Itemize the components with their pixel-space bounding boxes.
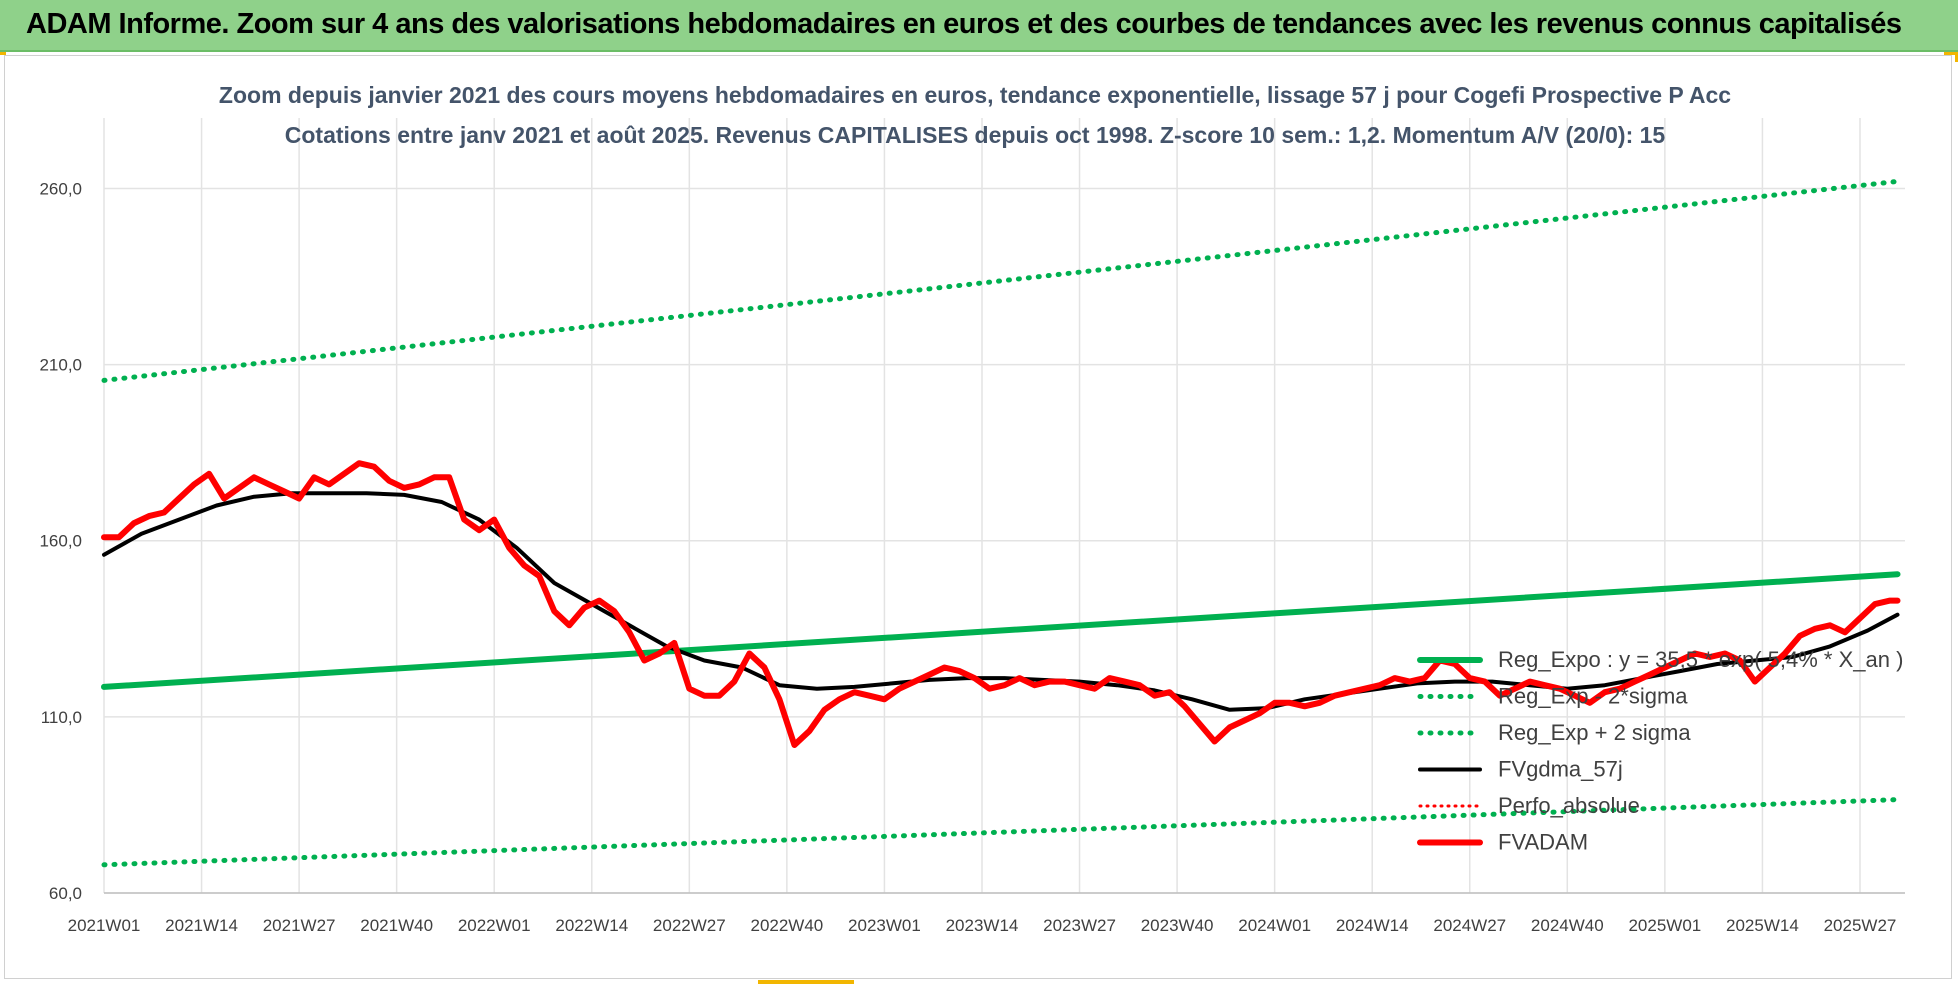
price-line — [101, 460, 1901, 748]
gridlines — [103, 118, 1905, 894]
x-tick-label: 2025W14 — [1726, 916, 1799, 935]
legend-label: Reg_Exp - 2*sigma — [1498, 684, 1688, 709]
x-tick-label: 2025W27 — [1824, 916, 1897, 935]
y-tick-label: 210,0 — [39, 356, 82, 375]
corner-marker-bottom — [758, 980, 854, 984]
chart-area — [4, 55, 1952, 979]
smoothing-line — [102, 491, 1900, 712]
lower-band-line — [101, 797, 1900, 868]
chart-subtitle: Cotations entre janv 2021 et août 2025. … — [285, 122, 1666, 148]
x-tick-label: 2025W01 — [1628, 916, 1701, 935]
x-tick-label: 2022W01 — [458, 916, 531, 935]
legend-label: FVADAM — [1498, 830, 1588, 855]
corner-marker-top-right — [1944, 52, 1956, 55]
trend-line — [101, 571, 1901, 690]
chart-title: Zoom depuis janvier 2021 des cours moyen… — [219, 82, 1731, 108]
report-banner: ADAM Informe. Zoom sur 4 ans des valoris… — [0, 0, 1958, 52]
corner-marker-right — [1955, 52, 1958, 62]
x-tick-label: 2023W14 — [946, 916, 1019, 935]
x-tick-label: 2021W27 — [263, 916, 336, 935]
x-tick-label: 2023W27 — [1043, 916, 1116, 935]
x-tick-label: 2021W01 — [68, 916, 141, 935]
x-tick-label: 2024W01 — [1238, 916, 1311, 935]
x-tick-label: 2021W40 — [360, 916, 433, 935]
y-tick-label: 260,0 — [39, 179, 82, 198]
x-tick-label: 2021W14 — [165, 916, 238, 935]
axis-layer: 2021W01 2021W14 2021W27 2021W40 2022W01 2022W… — [39, 179, 1905, 935]
upper-band-line — [101, 178, 1900, 383]
series-layer — [101, 178, 1901, 868]
corner-marker-top-left — [0, 52, 6, 55]
x-tick-label: 2024W40 — [1531, 916, 1604, 935]
y-tick-label: 60,0 — [49, 884, 82, 903]
x-tick-label: 2022W14 — [555, 916, 628, 935]
legend-label: Perfo_absolue — [1498, 793, 1640, 818]
x-tick-label: 2024W14 — [1336, 916, 1409, 935]
x-tick-label: 2023W40 — [1141, 916, 1214, 935]
y-tick-label: 110,0 — [41, 708, 82, 727]
legend-label: Reg_Exp + 2 sigma — [1498, 720, 1691, 745]
legend: Reg_Expo : y = 35,5 * exp( 5,4% * X_an )… — [1417, 647, 1903, 855]
x-tick-label: 2022W40 — [750, 916, 823, 935]
x-tick-label: 2023W01 — [848, 916, 921, 935]
y-tick-label: 160,0 — [39, 532, 82, 551]
legend-label: Reg_Expo : y = 35,5 * exp( 5,4% * X_an ) — [1498, 647, 1903, 672]
legend-label: FVgdma_57j — [1498, 757, 1623, 782]
x-tick-label: 2022W27 — [653, 916, 726, 935]
report-banner-title: ADAM Informe. Zoom sur 4 ans des valoris… — [26, 8, 1902, 40]
x-tick-label: 2024W27 — [1433, 916, 1506, 935]
